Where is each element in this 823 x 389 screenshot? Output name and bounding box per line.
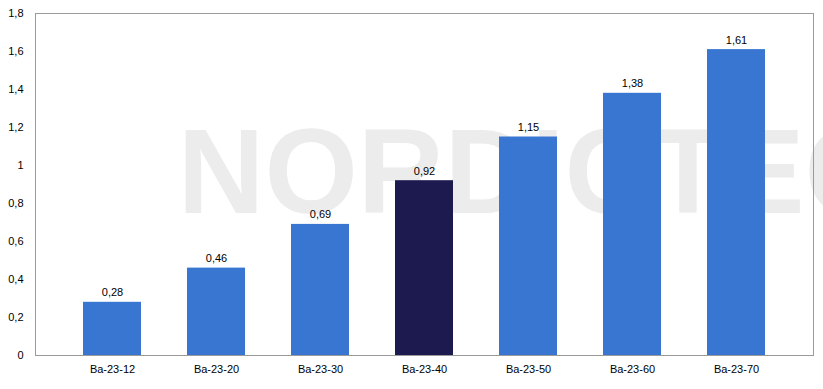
svg-text:1,61: 1,61 [726, 34, 747, 46]
svg-text:0,28: 0,28 [102, 286, 123, 298]
svg-text:1,8: 1,8 [8, 7, 23, 19]
svg-text:1,4: 1,4 [8, 83, 23, 95]
svg-text:0,6: 0,6 [8, 235, 23, 247]
svg-text:1,6: 1,6 [8, 45, 23, 57]
svg-text:0,8: 0,8 [8, 197, 23, 209]
svg-text:1,2: 1,2 [8, 121, 23, 133]
svg-text:Ba-23-50: Ba-23-50 [506, 363, 551, 375]
svg-text:Ba-23-20: Ba-23-20 [194, 363, 239, 375]
svg-text:Ba-23-70: Ba-23-70 [714, 363, 759, 375]
svg-text:Ba-23-40: Ba-23-40 [402, 363, 447, 375]
svg-text:1,38: 1,38 [622, 77, 643, 89]
svg-text:0,46: 0,46 [206, 252, 227, 264]
svg-text:1: 1 [17, 159, 23, 171]
svg-text:0: 0 [17, 349, 23, 361]
svg-text:0,4: 0,4 [8, 273, 23, 285]
svg-text:1,15: 1,15 [518, 121, 539, 133]
svg-text:0,69: 0,69 [310, 208, 331, 220]
svg-text:0,2: 0,2 [8, 311, 23, 323]
svg-text:Ba-23-12: Ba-23-12 [90, 363, 135, 375]
svg-text:0,92: 0,92 [414, 165, 435, 177]
svg-text:Ba-23-60: Ba-23-60 [610, 363, 655, 375]
svg-text:Ba-23-30: Ba-23-30 [298, 363, 343, 375]
